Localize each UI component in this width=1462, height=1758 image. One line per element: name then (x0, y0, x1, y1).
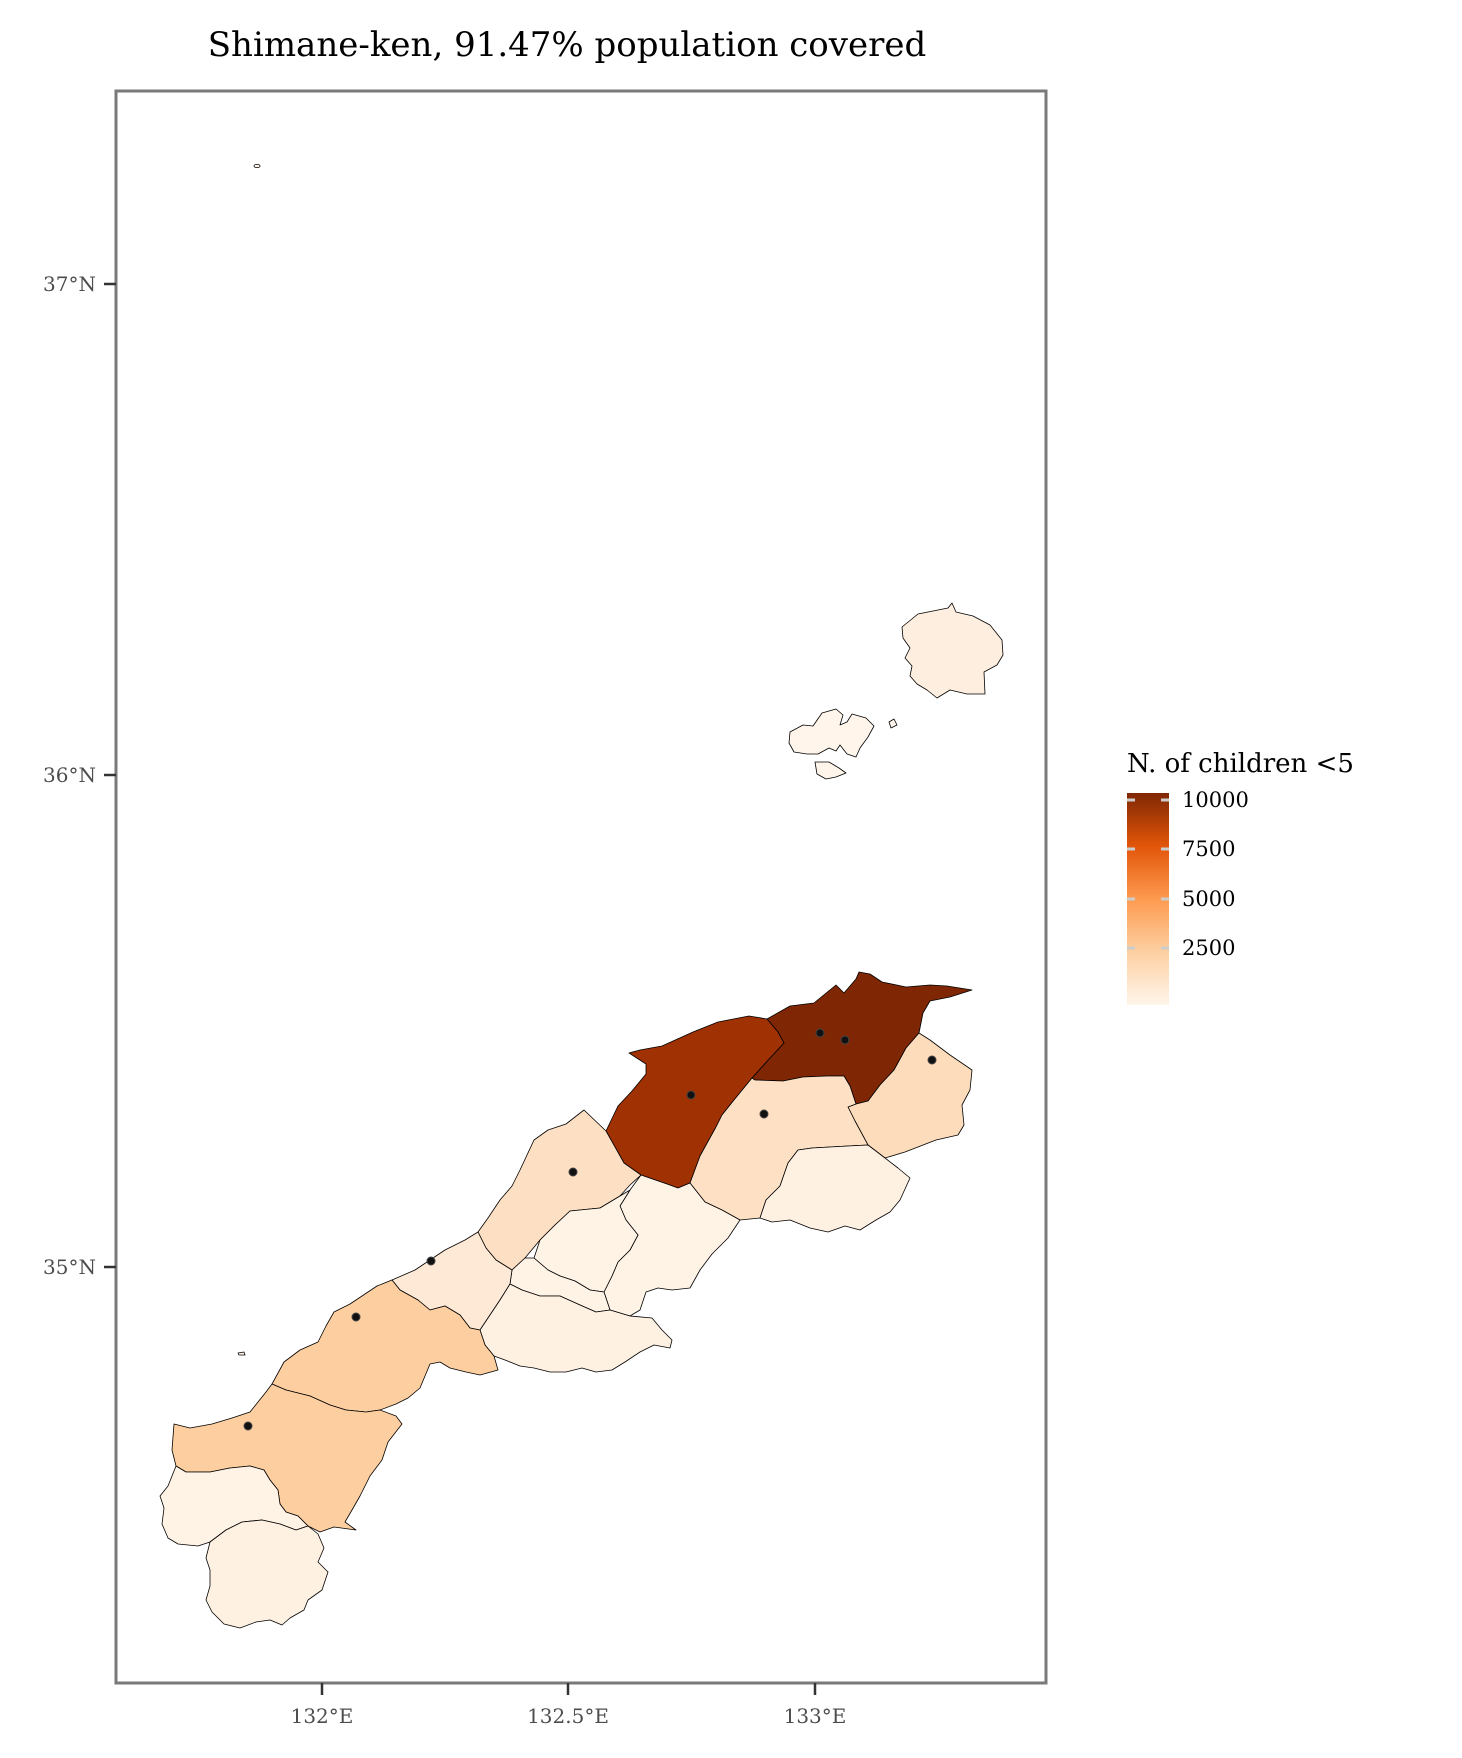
region-ohnan (479, 1283, 673, 1373)
region-small-islet (237, 1351, 246, 1356)
region-oki-dozen-small (814, 761, 847, 780)
city-dot (243, 1421, 253, 1431)
region-yasugi (847, 1032, 973, 1159)
legend-label: 2500 (1182, 936, 1235, 960)
city-markers (243, 1028, 937, 1431)
region-oki-dogo (901, 602, 1004, 699)
region-oki-dozen-islet (888, 718, 898, 729)
y-tick-label: 37°N (43, 272, 96, 296)
x-tick-label: 132.5°E (527, 1704, 609, 1728)
legend-label: 10000 (1182, 788, 1249, 812)
city-dot (927, 1055, 937, 1065)
legend: N. of children <5 10000 7500 5000 2500 (1127, 749, 1354, 1005)
legend-label: 7500 (1182, 837, 1235, 861)
region-oki-dozen (788, 708, 875, 758)
legend-ticks (1127, 798, 1169, 950)
city-dot (426, 1256, 436, 1266)
region-okuizumo (759, 1144, 911, 1233)
legend-label: 5000 (1182, 887, 1235, 911)
map-regions (159, 163, 1004, 1629)
y-axis: 37°N 36°N 35°N (43, 272, 116, 1279)
region-small-island (253, 163, 261, 168)
city-dot (759, 1109, 769, 1119)
region-tsuwano (205, 1519, 329, 1629)
city-dot (840, 1035, 850, 1045)
city-dot (815, 1028, 825, 1038)
y-tick-label: 35°N (43, 1255, 96, 1279)
y-tick-label: 36°N (43, 763, 96, 787)
legend-title: N. of children <5 (1127, 749, 1354, 779)
x-axis: 132°E 132.5°E 133°E (291, 1683, 847, 1728)
city-dot (568, 1167, 578, 1177)
city-dot (351, 1312, 361, 1322)
x-tick-label: 132°E (291, 1704, 354, 1728)
city-dot (686, 1090, 696, 1100)
map-title: Shimane-ken, 91.47% population covered (208, 25, 927, 65)
x-tick-label: 133°E (784, 1704, 847, 1728)
